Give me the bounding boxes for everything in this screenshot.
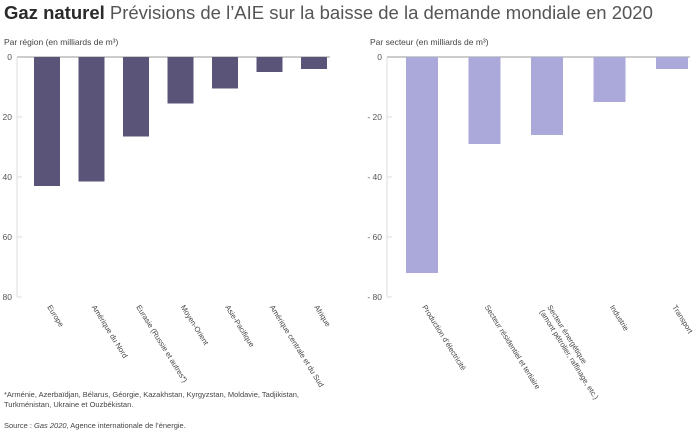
- sector-category-label: Industrie: [608, 303, 631, 332]
- sector-category-label: Transport: [670, 303, 695, 336]
- region-category-label: Amérique centrale et du Sud: [268, 303, 326, 388]
- region-bar: [34, 57, 60, 186]
- sector-category-label: Production d’électricité: [420, 303, 468, 372]
- region-bar: [301, 57, 327, 69]
- sector-bar: [593, 57, 626, 102]
- source-line: Source : Gas 2020, Agence internationale…: [4, 421, 186, 430]
- region-category-label: Eurasie (Russie et autres*): [134, 303, 189, 384]
- footnote: *Arménie, Azerbaïdjan, Bélarus, Géorgie,…: [4, 390, 300, 409]
- sector-bar: [468, 57, 501, 144]
- region-category-label: Afrique: [312, 303, 332, 328]
- region-y-tick-label: - 20: [0, 112, 12, 122]
- title-bold: Gaz naturel: [4, 2, 105, 23]
- region-bar: [256, 57, 283, 72]
- sector-bar: [656, 57, 688, 69]
- region-category-label: Amérique du Nord: [90, 303, 130, 359]
- region-bar: [167, 57, 194, 104]
- region-category-label: Asie-Pacifique: [223, 303, 256, 348]
- sector-y-tick-label: - 40: [367, 172, 382, 182]
- source-rest: , Agence internationale de l’énergie.: [66, 421, 186, 430]
- sector-y-tick-label: - 20: [367, 112, 382, 122]
- sector-y-tick-label: 0: [377, 52, 382, 62]
- region-y-tick-label: - 80: [0, 292, 12, 302]
- region-bar: [123, 57, 149, 137]
- sector-category-label-line: (amont pétrolier, raffinage, etc.): [538, 308, 601, 401]
- region-y-tick-label: - 60: [0, 232, 12, 242]
- sector-category-label: Secteur énergétique(amont pétrolier, raf…: [538, 303, 609, 401]
- sector-y-tick-label: - 60: [367, 232, 382, 242]
- sector-bar: [531, 57, 563, 135]
- region-bar: [78, 57, 105, 182]
- region-bar: [212, 57, 238, 89]
- title-rest: Prévisions de l’AIE sur la baisse de la …: [109, 2, 653, 23]
- source-title: Gas 2020: [34, 421, 67, 430]
- region-chart-title: Par région (en milliards de m³): [4, 37, 119, 47]
- sector-category-label: Secteur résidentiel et tertiaire: [483, 303, 542, 391]
- region-y-tick-label: - 40: [0, 172, 12, 182]
- page-title: Gaz naturel Prévisions de l’AIE sur la b…: [4, 2, 653, 24]
- source-prefix: Source :: [4, 421, 35, 430]
- sector-bar: [406, 57, 438, 273]
- sector-y-tick-label: - 80: [367, 292, 382, 302]
- sector-chart-title: Par secteur (en milliards de m³): [370, 37, 489, 47]
- region-y-tick-label: 0: [7, 52, 12, 62]
- region-category-label: Moyen-Orient: [179, 303, 211, 347]
- region-category-label: Europe: [45, 303, 65, 328]
